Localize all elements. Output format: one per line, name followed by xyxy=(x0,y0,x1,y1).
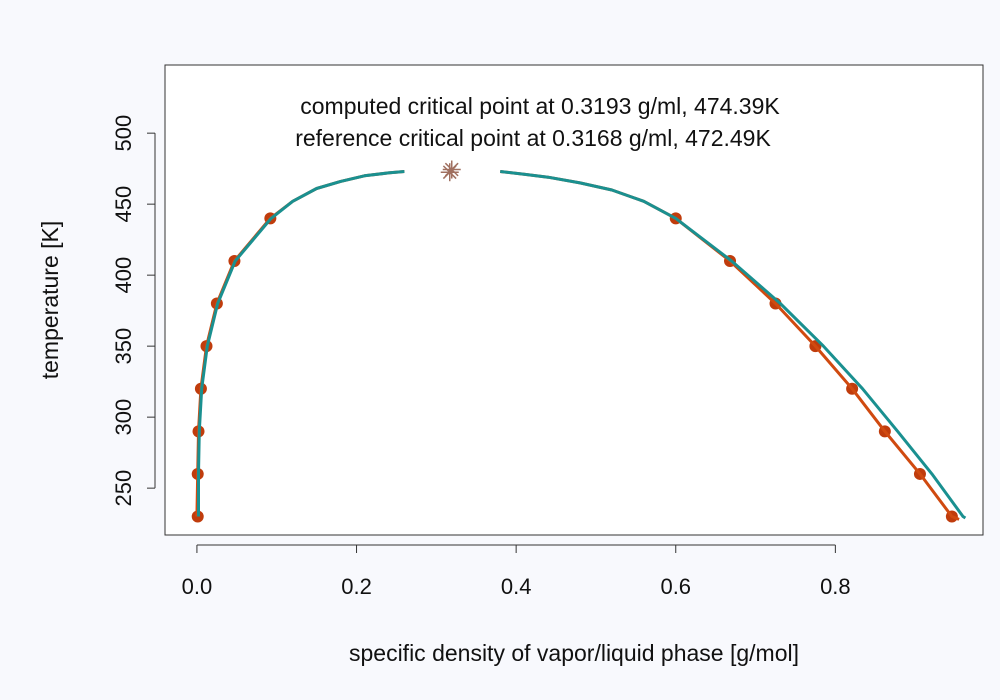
reference-critical-point-annotation: reference critical point at 0.3168 g/ml,… xyxy=(295,125,771,151)
x-tick-label: 0.0 xyxy=(182,574,213,599)
y-axis: 250 300 350 400 450 500 xyxy=(111,115,155,507)
critical-point-marker xyxy=(441,163,459,181)
y-tick-label: 450 xyxy=(111,186,136,223)
y-tick-label: 300 xyxy=(111,399,136,436)
x-tick-label: 0.4 xyxy=(501,574,532,599)
computed-critical-point-annotation: computed critical point at 0.3193 g/ml, … xyxy=(300,93,780,119)
y-tick-label: 250 xyxy=(111,470,136,507)
x-tick-label: 0.2 xyxy=(341,574,372,599)
x-tick-label: 0.8 xyxy=(820,574,851,599)
y-tick-label: 500 xyxy=(111,115,136,152)
y-tick-label: 400 xyxy=(111,257,136,294)
y-tick-label: 350 xyxy=(111,328,136,365)
x-tick-label: 0.6 xyxy=(660,574,691,599)
y-axis-title: temperature [K] xyxy=(37,221,63,380)
x-axis: 0.0 0.2 0.4 0.6 0.8 xyxy=(182,545,851,599)
x-axis-title: specific density of vapor/liquid phase [… xyxy=(349,640,799,666)
